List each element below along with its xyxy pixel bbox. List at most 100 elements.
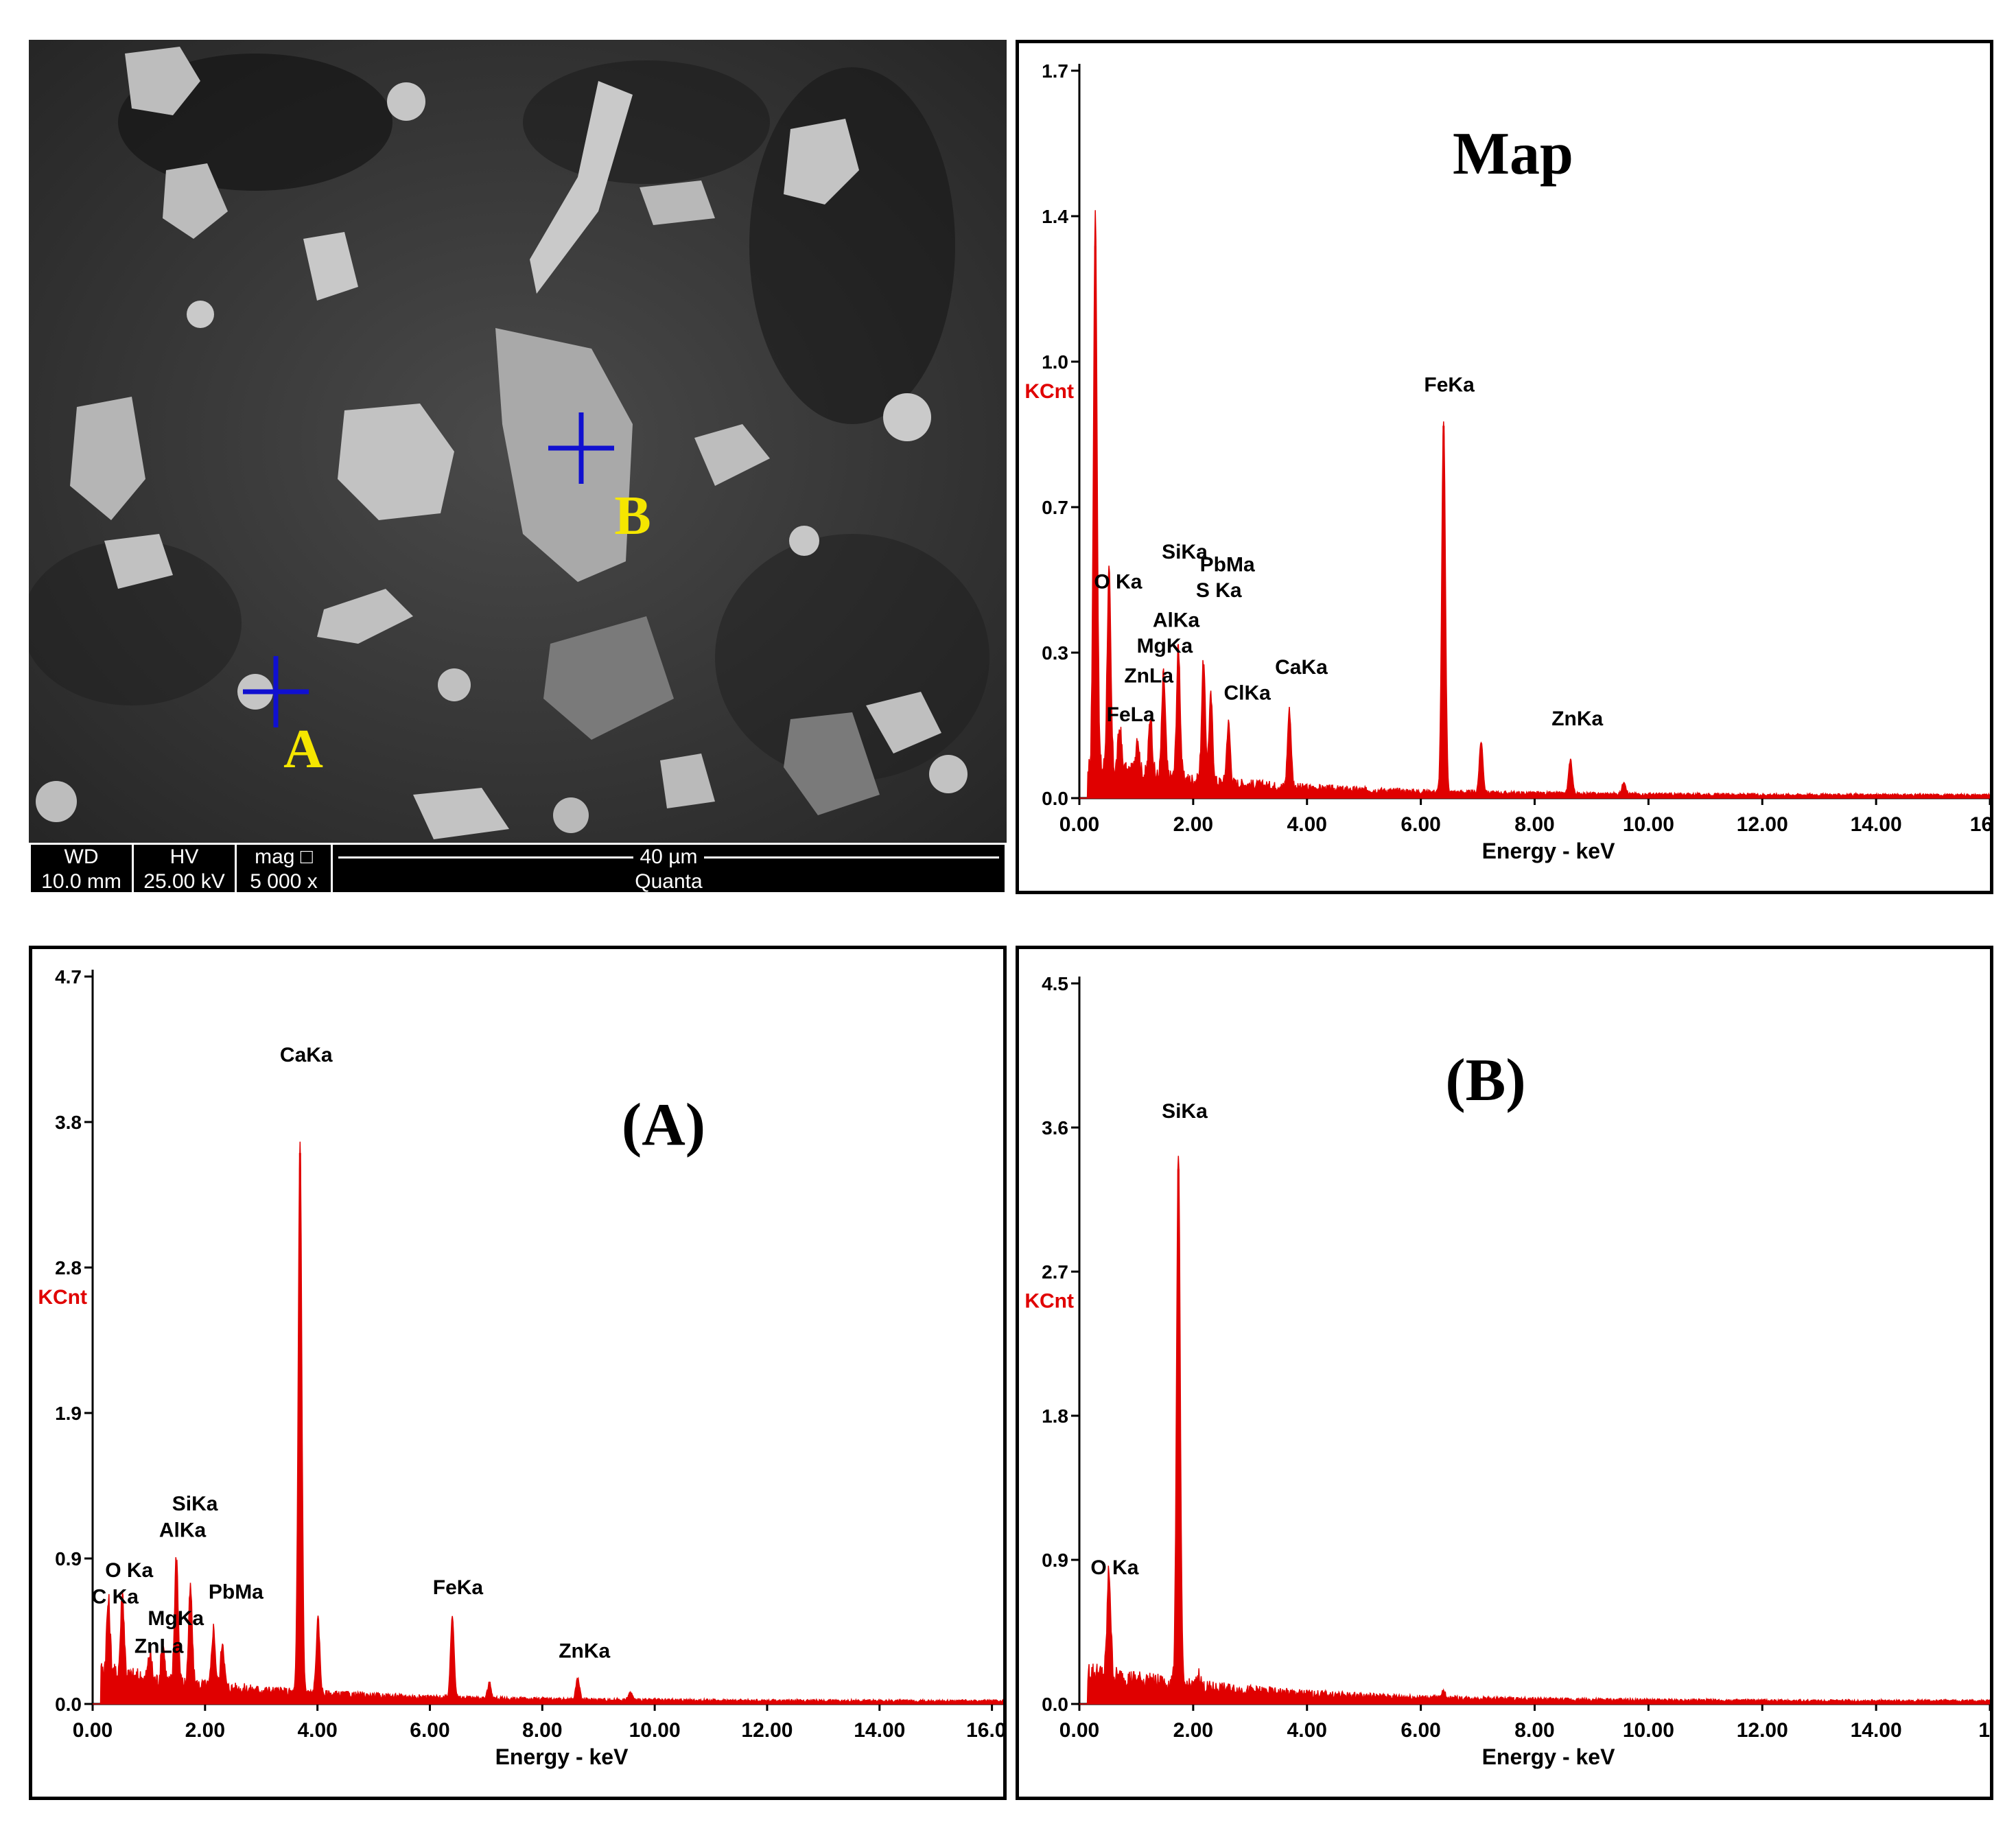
peak-annotation: O Ka [105, 1559, 153, 1582]
peak-annotation: PbMa [209, 1581, 263, 1604]
point-b-spectrum-panel: 0.0 0.9 1.8 2.7 3.6 4.5 0.00 2.00 4.00 6.00 8.00 10… [1016, 946, 1993, 1800]
y-tick-label: 4.5 [1042, 973, 1068, 994]
y-tick-label: 0.9 [1042, 1550, 1068, 1571]
marker-b-label: B [614, 486, 650, 546]
x-tick-label: 8.00 [1514, 813, 1554, 836]
point-a-spectrum-chart: 0.0 0.9 1.9 2.8 3.8 4.7 0.00 2.00 4.00 6.00 8.00 10… [38, 966, 1003, 1769]
y-tick-label: 2.8 [55, 1257, 82, 1278]
y-tick-label: 0.9 [55, 1548, 82, 1569]
spectrum-series [1079, 1156, 1990, 1705]
peak-annotation: C Ka [92, 1585, 139, 1608]
chart-title: (B) [1445, 1047, 1525, 1114]
y-tick-label: 4.7 [55, 966, 82, 988]
hv-label: HV [169, 845, 199, 868]
mag-value: 5 000 x [250, 870, 318, 893]
x-tick-label: 4.00 [1287, 813, 1327, 836]
peak-annotation: O Ka [1094, 570, 1142, 593]
peak-annotation: FeKa [433, 1576, 484, 1599]
x-tick-label: 6.00 [1400, 1719, 1440, 1742]
wd-cell: WD 10.0 mm [29, 843, 132, 894]
peak-annotation: ZnLa [134, 1635, 184, 1658]
y-axis-label: KCnt [1024, 1290, 1074, 1313]
y-tick-label: 0.0 [1042, 1694, 1068, 1715]
x-tick-label: 0.00 [73, 1719, 113, 1742]
y-tick-label: 0.7 [1042, 497, 1068, 518]
chart-title: Map [1453, 121, 1573, 187]
y-axis-label: KCnt [1024, 380, 1074, 403]
x-tick-label: 0.00 [1059, 813, 1099, 836]
y-axis-label: KCnt [38, 1286, 87, 1309]
peak-annotation: FeKa [1424, 374, 1475, 397]
y-tick-label: 0.3 [1042, 642, 1068, 664]
peak-annotation: CaKa [280, 1044, 333, 1066]
peak-annotation: O Ka [1090, 1556, 1138, 1579]
x-axis-label: Energy - keV [1482, 1744, 1616, 1769]
x-tick-label: 10.00 [629, 1719, 681, 1742]
x-tick-label: 10.00 [1623, 1719, 1674, 1742]
sem-image: AB [29, 40, 1007, 894]
peak-annotation: S Ka [1196, 579, 1242, 602]
peak-annotation: CaKa [1275, 656, 1328, 679]
mag-cell: mag □ 5 000 x [235, 843, 331, 894]
analysis-point-markers: AB [243, 412, 651, 780]
peak-annotation: FeLa [1107, 703, 1155, 726]
marker-a-label: A [283, 719, 323, 780]
y-tick-label: 2.7 [1042, 1261, 1068, 1283]
y-tick-label: 3.8 [55, 1112, 82, 1133]
x-tick-label: 4.00 [297, 1719, 337, 1742]
x-tick-label: 14.00 [854, 1719, 905, 1742]
x-tick-label: 12.00 [741, 1719, 793, 1742]
x-tick-label: 2.00 [185, 1719, 225, 1742]
x-tick-label: 8.00 [1514, 1719, 1554, 1742]
y-tick-label: 1.7 [1042, 60, 1068, 82]
hv-value: 25.00 kV [143, 870, 225, 893]
x-tick-label: 16.0 [1970, 813, 1990, 836]
point-a-spectrum-panel: 0.0 0.9 1.9 2.8 3.8 4.7 0.00 2.00 4.00 6.00 8.00 10… [29, 946, 1007, 1800]
y-tick-label: 1.8 [1042, 1405, 1068, 1427]
peak-annotation: ClKa [1223, 682, 1271, 705]
x-tick-label: 8.00 [522, 1719, 562, 1742]
map-spectrum-panel: 0.0 0.3 0.7 1.0 1.4 1.7 0.00 2.00 4.00 6.00 8.00 10… [1016, 40, 1993, 894]
peak-annotation: ZnKa [559, 1639, 610, 1662]
point-b-spectrum-chart: 0.0 0.9 1.8 2.7 3.6 4.5 0.00 2.00 4.00 6.00 8.00 10… [1024, 973, 1990, 1769]
mag-label: mag [255, 845, 295, 868]
x-tick-label: 10.00 [1623, 813, 1674, 836]
hv-cell: HV 25.00 kV [132, 843, 235, 894]
x-tick-label: 2.00 [1173, 813, 1213, 836]
spectrum-series [1079, 210, 1990, 799]
scale-label: 40 µm [633, 845, 705, 868]
peak-annotation: MgKa [1137, 635, 1193, 657]
y-tick-label: 1.0 [1042, 351, 1068, 373]
peak-annotation: SiKa [1162, 1100, 1208, 1123]
peak-annotation: AlKa [159, 1519, 207, 1541]
x-tick-label: 14.00 [1851, 813, 1902, 836]
spectrum-series [93, 1141, 1003, 1705]
peak-annotation: PbMa [1200, 554, 1255, 576]
chart-title: (A) [622, 1092, 705, 1158]
y-tick-label: 3.6 [1042, 1117, 1068, 1138]
y-tick-label: 0.0 [1042, 788, 1068, 809]
y-tick-label: 1.9 [55, 1403, 82, 1424]
wd-label: WD [64, 845, 99, 868]
x-tick-label: 12.00 [1737, 813, 1788, 836]
x-tick-label: 0.00 [1059, 1719, 1099, 1742]
peak-annotation: SiKa [1162, 541, 1208, 563]
map-spectrum-chart: 0.0 0.3 0.7 1.0 1.4 1.7 0.00 2.00 4.00 6.00 8.00 10… [1024, 60, 1990, 863]
y-tick-label: 1.4 [1042, 206, 1068, 227]
peak-annotation: MgKa [148, 1607, 204, 1630]
x-tick-label: 4.00 [1287, 1719, 1327, 1742]
y-tick-label: 0.0 [55, 1694, 82, 1715]
x-tick-label: 14.00 [1851, 1719, 1902, 1742]
x-tick-label: 2.00 [1173, 1719, 1213, 1742]
x-tick-label: 12.00 [1737, 1719, 1788, 1742]
peak-annotation: ZnLa [1124, 665, 1173, 688]
x-tick-label: 6.00 [1400, 813, 1440, 836]
peak-annotation: ZnKa [1551, 708, 1603, 730]
scale-cell: 40 µm Quanta [331, 843, 1007, 894]
peak-annotation: AlKa [1153, 609, 1200, 632]
x-axis-label: Energy - keV [495, 1744, 629, 1769]
x-tick-label: 16.00 [966, 1719, 1003, 1742]
x-axis-label: Energy - keV [1482, 839, 1616, 863]
wd-value: 10.0 mm [41, 870, 121, 893]
